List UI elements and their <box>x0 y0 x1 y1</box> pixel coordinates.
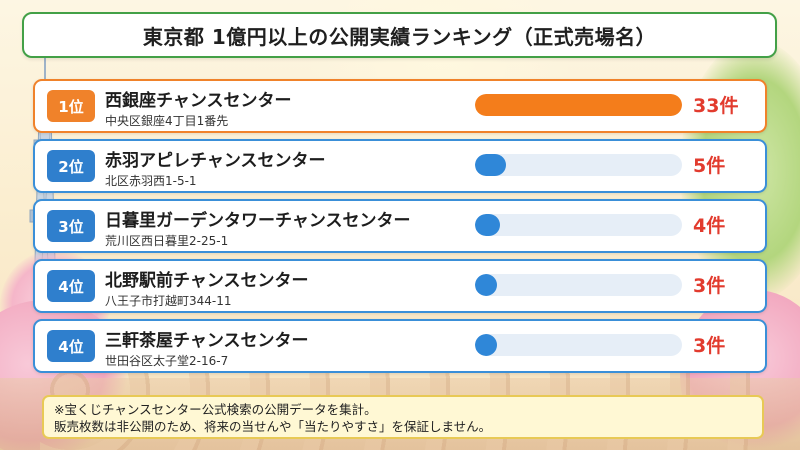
store-address: 世田谷区太子堂2-16-7 <box>105 354 229 368</box>
win-count: 3件 <box>693 275 726 297</box>
ranking-row: 4位 三軒茶屋チャンスセンター 世田谷区太子堂2-16-7 3件 <box>33 319 767 373</box>
rank-badge: 2位 <box>47 150 95 182</box>
store-address: 北区赤羽西1-5-1 <box>105 174 197 188</box>
store-address: 中央区銀座4丁目1番先 <box>105 114 229 128</box>
store-name: 赤羽アピレチャンスセンター <box>105 151 326 171</box>
store-name: 三軒茶屋チャンスセンター <box>105 331 309 351</box>
store-address: 荒川区西日暮里2-25-1 <box>105 234 229 248</box>
count-bar-track <box>475 94 682 116</box>
count-bar-fill <box>475 154 507 176</box>
ranking-row: 3位 日暮里ガーデンタワーチャンスセンター 荒川区西日暮里2-25-1 4件 <box>33 199 767 253</box>
rank-badge: 4位 <box>47 330 95 362</box>
count-bar-fill <box>475 214 501 236</box>
count-bar-track <box>475 334 682 356</box>
store-name: 西銀座チャンスセンター <box>105 91 292 111</box>
note-line: ※宝くじチャンスセンター公式検索の公開データを集計。 <box>54 402 377 417</box>
rank-badge: 3位 <box>47 210 95 242</box>
title-banner: 東京都 1億円以上の公開実績ランキング（正式売場名） <box>22 12 777 58</box>
ranking-row: 4位 北野駅前チャンスセンター 八王子市打越町344-11 3件 <box>33 259 767 313</box>
count-bar-track <box>475 154 682 176</box>
note-line: 販売枚数は非公開のため、将来の当せんや「当たりやすさ」を保証しません。 <box>54 419 492 434</box>
count-bar-fill <box>475 274 497 296</box>
win-count: 33件 <box>693 95 739 117</box>
ranking-row: 2位 赤羽アピレチャンスセンター 北区赤羽西1-5-1 5件 <box>33 139 767 193</box>
page-title: 東京都 1億円以上の公開実績ランキング（正式売場名） <box>142 24 657 49</box>
win-count: 4件 <box>693 215 726 237</box>
ranking-row: 1位 西銀座チャンスセンター 中央区銀座4丁目1番先 33件 <box>33 79 767 133</box>
count-bar-track <box>475 274 682 296</box>
win-count: 5件 <box>693 155 726 177</box>
count-bar-fill <box>475 334 497 356</box>
store-address: 八王子市打越町344-11 <box>105 294 232 308</box>
count-bar-fill <box>475 94 682 116</box>
store-name: 北野駅前チャンスセンター <box>105 271 309 291</box>
store-name: 日暮里ガーデンタワーチャンスセンター <box>105 211 411 231</box>
win-count: 3件 <box>693 335 726 357</box>
count-bar-track <box>475 214 682 236</box>
rank-badge: 4位 <box>47 270 95 302</box>
disclaimer-note: ※宝くじチャンスセンター公式検索の公開データを集計。 販売枚数は非公開のため、将… <box>42 395 764 439</box>
rank-badge: 1位 <box>47 90 95 122</box>
